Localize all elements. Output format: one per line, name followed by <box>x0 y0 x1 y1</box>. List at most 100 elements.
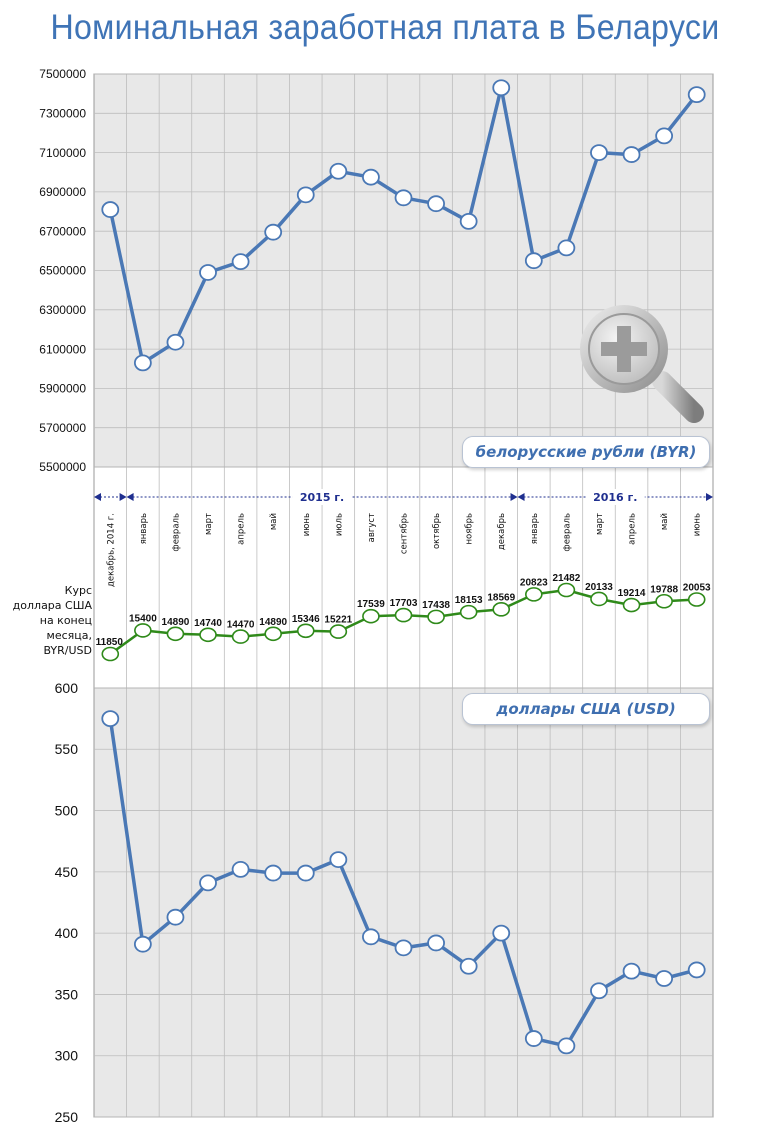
rate-data-label: 14890 <box>259 617 287 628</box>
data-point <box>231 253 250 271</box>
data-point <box>101 201 120 218</box>
month-labels: декабрь, 2014 г. январь февраль март апрель м… <box>106 513 702 587</box>
arrow-head <box>517 493 525 501</box>
arrow-head <box>119 493 127 501</box>
rate-data-label: 20823 <box>520 577 548 588</box>
rate-label-line: BYR/USD <box>43 644 92 657</box>
y-tick-label: 7300000 <box>39 107 86 121</box>
data-point <box>459 212 478 230</box>
data-point <box>492 924 511 942</box>
rate-data-label: 18153 <box>455 595 483 606</box>
rate-data-label: 21482 <box>552 573 580 584</box>
rate-data-point <box>557 582 576 598</box>
month-label: июнь <box>693 513 703 536</box>
y-tick-label: 7100000 <box>39 146 86 160</box>
byr-series-label: белорусские рубли (BYR) <box>462 436 710 468</box>
y-tick-label: 5900000 <box>39 382 86 396</box>
rate-data-label: 15400 <box>129 613 157 624</box>
data-point <box>133 935 152 953</box>
data-point <box>133 354 152 372</box>
data-point <box>687 961 706 979</box>
data-point <box>655 127 674 145</box>
rate-label-line: месяца, <box>46 629 92 642</box>
rate-data-label: 19788 <box>650 584 678 595</box>
arrow-head <box>510 493 518 501</box>
month-label: апрель <box>237 513 247 545</box>
arrow-head <box>126 493 134 501</box>
rate-data-label: 14890 <box>162 617 190 628</box>
data-point <box>296 186 315 204</box>
zoom-in-magnifier-icon[interactable] <box>570 303 710 428</box>
data-point <box>199 264 217 281</box>
usd-series-label: доллары США (USD) <box>462 693 710 725</box>
rate-data-label: 18569 <box>487 592 515 603</box>
data-point <box>101 710 120 728</box>
data-point <box>329 162 348 180</box>
y-tick-label: 250 <box>55 1109 79 1125</box>
month-label: май <box>269 513 279 530</box>
rate-data-label: 17438 <box>422 600 450 611</box>
rate-label-line: на конец <box>39 614 92 627</box>
month-label: март <box>204 513 214 535</box>
rate-data-point <box>134 623 152 638</box>
year-label-bg <box>585 489 645 505</box>
month-label: январь <box>139 513 149 544</box>
rate-data-point <box>622 597 641 613</box>
data-point <box>394 939 413 957</box>
rate-data-label: 14470 <box>227 620 255 631</box>
axis-ticks: 5500000 5700000 5900000 6100000 6300000 65000… <box>39 67 86 1125</box>
rate-data-point <box>655 593 673 609</box>
data-point <box>362 928 380 946</box>
rate-data-label: 15346 <box>292 614 320 625</box>
rate-data-point <box>459 604 478 620</box>
y-tick-label: 6500000 <box>39 264 86 278</box>
arrow-head <box>94 493 101 501</box>
rate-data-label: 15221 <box>324 615 352 626</box>
y-tick-label: 6100000 <box>39 342 86 356</box>
y-tick-label: 500 <box>55 802 79 818</box>
month-label: октябрь <box>432 513 442 549</box>
rate-data-point <box>264 626 282 642</box>
rate-data-point <box>166 626 185 642</box>
month-label: март <box>595 513 605 535</box>
y-tick-label: 450 <box>55 864 79 880</box>
y-tick-label: 400 <box>55 925 79 941</box>
rate-data-point <box>590 591 608 607</box>
data-point <box>655 970 674 987</box>
data-point <box>296 864 315 882</box>
data-point <box>329 851 348 868</box>
data-labels: 11850 15400 14890 14740 14470 14890 15346 15221… <box>96 573 711 648</box>
y-tick-label: 350 <box>55 986 79 1002</box>
month-label: январь <box>530 513 540 544</box>
data-point <box>524 1030 543 1047</box>
y-tick-label: 5500000 <box>39 460 86 474</box>
y-tick-label: 300 <box>55 1048 79 1064</box>
data-point <box>231 861 250 878</box>
year-label-bg <box>292 489 352 505</box>
data-point <box>622 146 641 163</box>
month-label: февраль <box>171 513 181 552</box>
rate-data-point <box>231 629 250 644</box>
data-point <box>166 333 185 351</box>
data-point <box>492 79 511 97</box>
rate-data-label: 20053 <box>683 582 711 593</box>
rate-data-label: 14740 <box>194 618 222 629</box>
data-point <box>199 874 217 892</box>
rate-data-label: 20133 <box>585 582 613 593</box>
rate-label-line: доллара США <box>12 599 92 612</box>
series-points <box>101 79 706 1055</box>
data-point <box>557 1037 576 1055</box>
data-point <box>687 86 706 104</box>
rate-data-point <box>296 623 315 639</box>
month-label: июнь <box>302 513 312 536</box>
rate-data-point <box>362 608 380 624</box>
y-tick-label: 7500000 <box>39 67 86 81</box>
data-point <box>590 144 608 162</box>
y-tick-label: 6900000 <box>39 185 86 199</box>
y-tick-label: 6700000 <box>39 224 86 238</box>
rate-data-point <box>394 607 413 623</box>
y-tick-label: 6300000 <box>39 303 86 317</box>
rate-data-point <box>329 624 348 639</box>
data-point <box>362 168 380 186</box>
